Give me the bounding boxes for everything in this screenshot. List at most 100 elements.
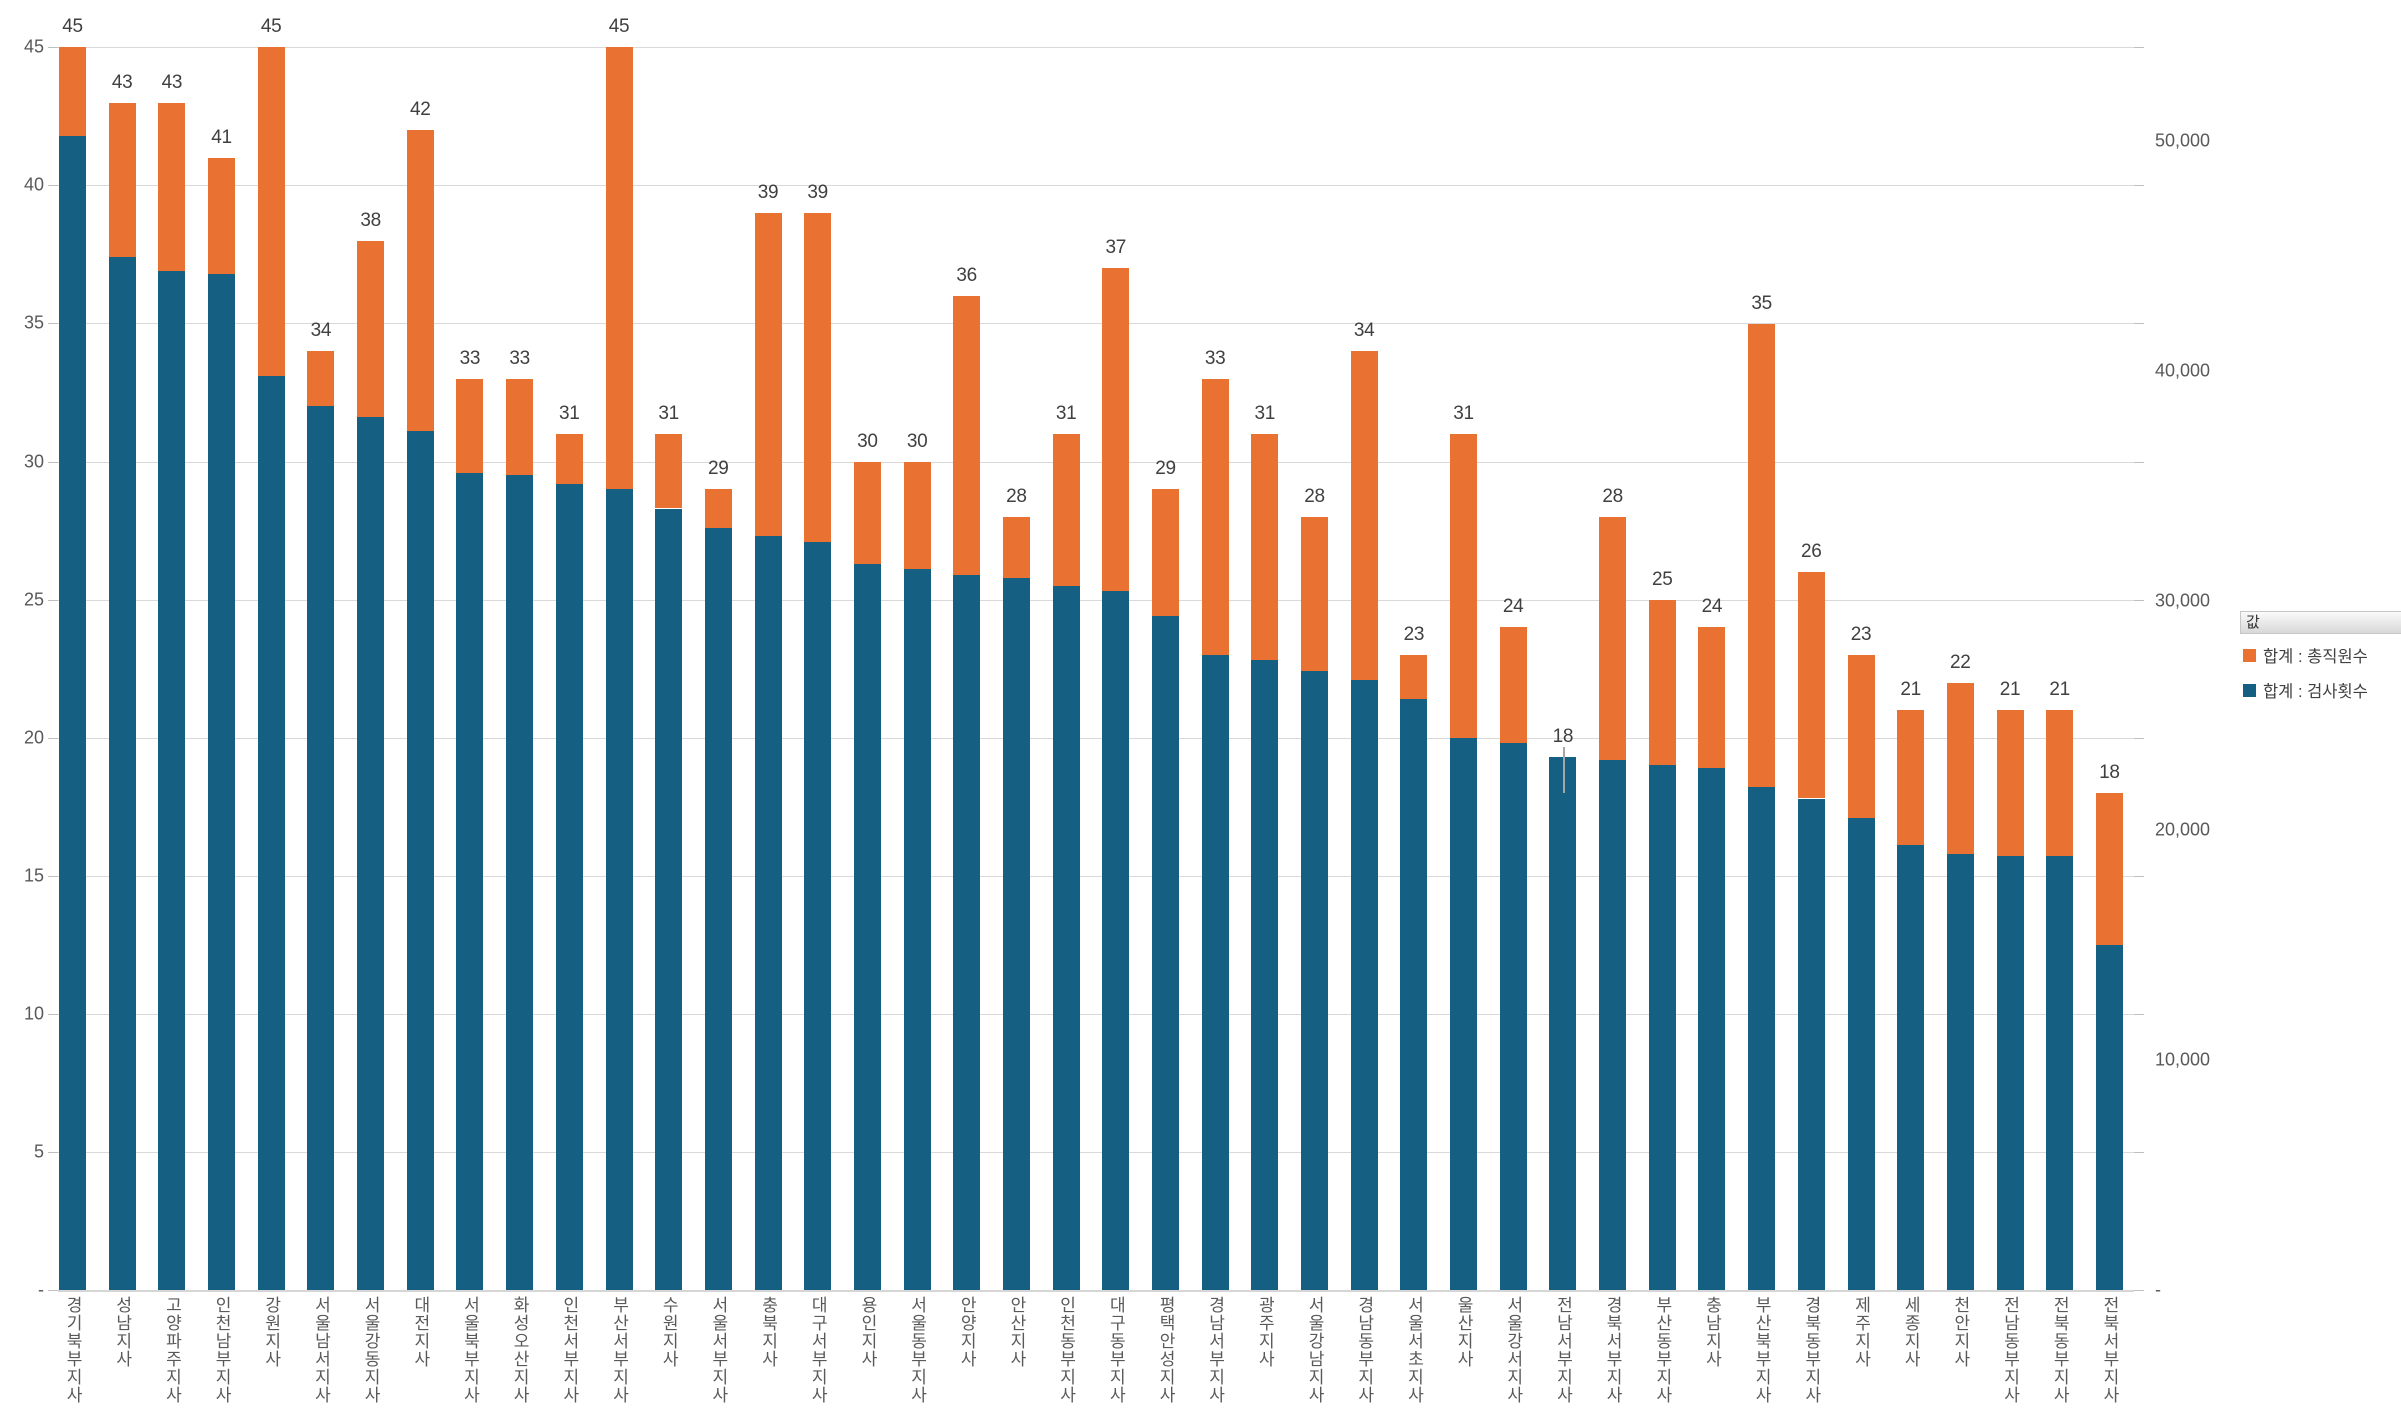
right-axis-tick — [2134, 323, 2144, 324]
bar-segment-total-employees[interactable] — [1797, 572, 1825, 799]
bar-segment-inspection-count[interactable] — [555, 483, 583, 1290]
bar-segment-inspection-count[interactable] — [1499, 743, 1527, 1290]
bar-segment-total-employees[interactable] — [853, 461, 881, 564]
legend-item-total-employees[interactable]: 합계 : 총직원수 — [2243, 647, 2368, 666]
bar-total-data-label: 39 — [757, 182, 779, 203]
right-axis-tick — [2134, 876, 2144, 877]
legend-values-field-button[interactable]: 값 — [2240, 611, 2401, 634]
bar-segment-total-employees[interactable] — [1400, 654, 1428, 700]
bar-segment-inspection-count[interactable] — [2095, 944, 2123, 1290]
bar-segment-total-employees[interactable] — [257, 47, 285, 376]
bar-segment-total-employees[interactable] — [754, 213, 782, 537]
bar-segment-total-employees[interactable] — [1102, 268, 1130, 592]
bar-segment-total-employees[interactable] — [1648, 599, 1676, 766]
bar-segment-inspection-count[interactable] — [59, 135, 86, 1290]
bar-segment-total-employees[interactable] — [704, 489, 732, 528]
bar-segment-inspection-count[interactable] — [1946, 853, 1974, 1290]
bar-segment-inspection-count[interactable] — [1549, 757, 1577, 1290]
bar-segment-total-employees[interactable] — [506, 378, 534, 476]
legend-item-inspection-count[interactable]: 합계 : 검사횟수 — [2243, 682, 2368, 701]
bar-segment-inspection-count[interactable] — [1897, 845, 1925, 1290]
left-axis-tick-label: 30 — [23, 451, 44, 472]
bar-segment-total-employees[interactable] — [1251, 433, 1279, 661]
bar-segment-inspection-count[interactable] — [158, 271, 186, 1290]
bar-segment-total-employees[interactable] — [1152, 489, 1179, 617]
bar-segment-inspection-count[interactable] — [1599, 759, 1627, 1290]
bar-segment-inspection-count[interactable] — [307, 406, 335, 1290]
bar-segment-total-employees[interactable] — [1450, 433, 1477, 738]
bar-segment-inspection-count[interactable] — [1102, 591, 1130, 1290]
bar-segment-total-employees[interactable] — [555, 433, 583, 484]
bar-segment-total-employees[interactable] — [108, 102, 136, 258]
bar-segment-inspection-count[interactable] — [357, 417, 385, 1290]
bar-segment-inspection-count[interactable] — [1400, 699, 1428, 1290]
bar-segment-inspection-count[interactable] — [108, 257, 136, 1290]
bar-segment-total-employees[interactable] — [208, 157, 235, 274]
bar-segment-inspection-count[interactable] — [754, 536, 782, 1290]
bar-segment-inspection-count[interactable] — [903, 569, 931, 1290]
bar-segment-inspection-count[interactable] — [804, 541, 832, 1290]
bar-segment-inspection-count[interactable] — [1052, 585, 1080, 1290]
bar-segment-total-employees[interactable] — [1499, 627, 1527, 744]
bar-segment-total-employees[interactable] — [2095, 792, 2123, 945]
legend-label: 합계 : 검사횟수 — [2263, 683, 2368, 701]
bar-segment-inspection-count[interactable] — [406, 431, 434, 1290]
bar-segment-inspection-count[interactable] — [953, 574, 981, 1290]
bar-segment-total-employees[interactable] — [456, 378, 484, 473]
bar-segment-inspection-count[interactable] — [456, 472, 484, 1290]
bar-segment-inspection-count[interactable] — [605, 489, 633, 1290]
gridline — [58, 323, 2136, 324]
bar-segment-inspection-count[interactable] — [1201, 654, 1229, 1290]
bar-segment-total-employees[interactable] — [605, 47, 633, 490]
bar-segment-total-employees[interactable] — [1599, 516, 1627, 760]
bar-segment-inspection-count[interactable] — [1350, 679, 1378, 1290]
bar-segment-inspection-count[interactable] — [1748, 787, 1776, 1290]
bar-total-data-label: 23 — [1850, 623, 1872, 645]
bar-segment-inspection-count[interactable] — [655, 508, 683, 1290]
bar-segment-inspection-count[interactable] — [257, 375, 285, 1290]
x-axis-category-label: 천안지사 — [1950, 1296, 1970, 1368]
bar-segment-inspection-count[interactable] — [1847, 817, 1875, 1290]
bar-segment-total-employees[interactable] — [1698, 627, 1726, 768]
bar-segment-total-employees[interactable] — [1996, 710, 2024, 857]
bar-segment-total-employees[interactable] — [804, 213, 832, 542]
bar-segment-total-employees[interactable] — [59, 47, 86, 136]
bar-segment-total-employees[interactable] — [1748, 323, 1776, 788]
bar-segment-total-employees[interactable] — [1052, 433, 1080, 586]
bar-total-data-label: 21 — [1900, 679, 1921, 701]
bar-segment-inspection-count[interactable] — [1648, 765, 1676, 1290]
bar-segment-total-employees[interactable] — [1201, 378, 1229, 655]
bar-segment-inspection-count[interactable] — [1698, 768, 1726, 1290]
bar-segment-total-employees[interactable] — [2046, 710, 2074, 857]
bar-segment-total-employees[interactable] — [903, 461, 931, 570]
bar-segment-total-employees[interactable] — [158, 102, 186, 272]
bar-segment-inspection-count[interactable] — [1002, 577, 1030, 1290]
bar-segment-total-employees[interactable] — [953, 295, 981, 575]
bar-segment-total-employees[interactable] — [1350, 351, 1378, 680]
x-axis-category-label: 전북동부지사 — [2050, 1296, 2070, 1404]
bar-total-data-label: 31 — [1055, 402, 1077, 424]
bar-segment-inspection-count[interactable] — [1996, 856, 2024, 1290]
bar-segment-inspection-count[interactable] — [506, 475, 534, 1290]
bar-segment-total-employees[interactable] — [1847, 654, 1875, 818]
bar-segment-total-employees[interactable] — [1002, 516, 1030, 578]
bar-segment-inspection-count[interactable] — [853, 563, 881, 1290]
bar-segment-inspection-count[interactable] — [1251, 660, 1279, 1290]
bar-segment-inspection-count[interactable] — [1152, 616, 1179, 1290]
bar-segment-inspection-count[interactable] — [1797, 798, 1825, 1290]
bar-segment-inspection-count[interactable] — [2046, 856, 2074, 1290]
bar-segment-inspection-count[interactable] — [208, 273, 235, 1290]
bar-segment-total-employees[interactable] — [406, 130, 434, 432]
bar-segment-inspection-count[interactable] — [704, 527, 732, 1290]
bar-segment-total-employees[interactable] — [1946, 682, 1974, 854]
left-axis-tick — [48, 323, 58, 324]
bar-segment-total-employees[interactable] — [357, 240, 385, 418]
bar-total-data-label: 31 — [1254, 402, 1276, 424]
bar-segment-total-employees[interactable] — [655, 433, 683, 509]
bar-segment-inspection-count[interactable] — [1301, 671, 1328, 1290]
bar-segment-total-employees[interactable] — [1897, 710, 1925, 846]
x-axis-category-label: 용인지사 — [857, 1296, 877, 1368]
bar-segment-inspection-count[interactable] — [1450, 737, 1477, 1290]
bar-segment-total-employees[interactable] — [307, 351, 335, 407]
bar-segment-total-employees[interactable] — [1301, 516, 1328, 672]
